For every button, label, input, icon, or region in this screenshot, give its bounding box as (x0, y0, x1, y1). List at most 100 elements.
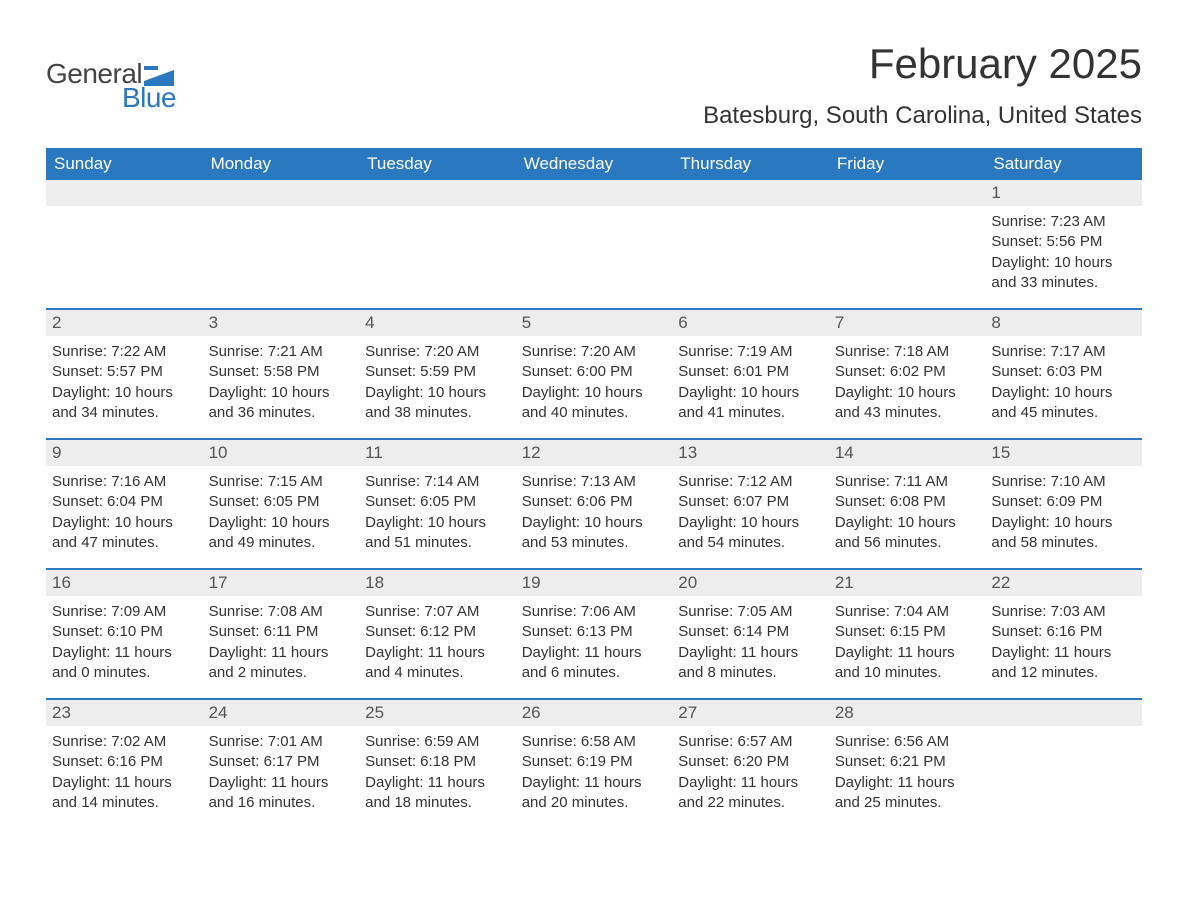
weekday-label: Friday (829, 148, 986, 180)
sunrise-text: Sunrise: 7:09 AM (52, 602, 197, 622)
sunset-text: Sunset: 6:10 PM (52, 622, 197, 642)
day-content: Sunrise: 7:05 AMSunset: 6:14 PMDaylight:… (672, 596, 829, 693)
daylight-text: Daylight: 10 hours and 56 minutes. (835, 513, 980, 554)
day-cell: 24Sunrise: 7:01 AMSunset: 6:17 PMDayligh… (203, 700, 360, 828)
sunrise-text: Sunrise: 7:19 AM (678, 342, 823, 362)
logo-text-blue: Blue (122, 82, 176, 114)
daylight-text: Daylight: 11 hours and 16 minutes. (209, 773, 354, 814)
day-cell: 27Sunrise: 6:57 AMSunset: 6:20 PMDayligh… (672, 700, 829, 828)
daylight-text: Daylight: 10 hours and 47 minutes. (52, 513, 197, 554)
daylight-text: Daylight: 11 hours and 22 minutes. (678, 773, 823, 814)
sunrise-text: Sunrise: 7:07 AM (365, 602, 510, 622)
title-block: February 2025 Batesburg, South Carolina,… (703, 40, 1142, 142)
day-cell (985, 700, 1142, 828)
day-cell: 23Sunrise: 7:02 AMSunset: 6:16 PMDayligh… (46, 700, 203, 828)
day-content: Sunrise: 6:58 AMSunset: 6:19 PMDaylight:… (516, 726, 673, 823)
sunset-text: Sunset: 6:02 PM (835, 362, 980, 382)
day-content: Sunrise: 7:07 AMSunset: 6:12 PMDaylight:… (359, 596, 516, 693)
daylight-text: Daylight: 11 hours and 20 minutes. (522, 773, 667, 814)
sunset-text: Sunset: 6:08 PM (835, 492, 980, 512)
day-content: Sunrise: 7:04 AMSunset: 6:15 PMDaylight:… (829, 596, 986, 693)
sunset-text: Sunset: 5:59 PM (365, 362, 510, 382)
day-number (829, 180, 986, 206)
day-number: 22 (985, 570, 1142, 596)
sunset-text: Sunset: 6:12 PM (365, 622, 510, 642)
day-cell: 7Sunrise: 7:18 AMSunset: 6:02 PMDaylight… (829, 310, 986, 438)
day-number: 19 (516, 570, 673, 596)
daylight-text: Daylight: 10 hours and 36 minutes. (209, 383, 354, 424)
day-number: 9 (46, 440, 203, 466)
day-number: 10 (203, 440, 360, 466)
day-number: 4 (359, 310, 516, 336)
week-row: 9Sunrise: 7:16 AMSunset: 6:04 PMDaylight… (46, 438, 1142, 568)
day-cell: 22Sunrise: 7:03 AMSunset: 6:16 PMDayligh… (985, 570, 1142, 698)
day-number: 6 (672, 310, 829, 336)
week-row: 2Sunrise: 7:22 AMSunset: 5:57 PMDaylight… (46, 308, 1142, 438)
day-cell (829, 180, 986, 308)
weeks-container: 1Sunrise: 7:23 AMSunset: 5:56 PMDaylight… (46, 180, 1142, 828)
day-number (516, 180, 673, 206)
day-content: Sunrise: 7:20 AMSunset: 6:00 PMDaylight:… (516, 336, 673, 433)
sunrise-text: Sunrise: 7:15 AM (209, 472, 354, 492)
sunrise-text: Sunrise: 7:04 AM (835, 602, 980, 622)
day-number: 27 (672, 700, 829, 726)
day-content: Sunrise: 7:20 AMSunset: 5:59 PMDaylight:… (359, 336, 516, 433)
daylight-text: Daylight: 10 hours and 41 minutes. (678, 383, 823, 424)
daylight-text: Daylight: 10 hours and 33 minutes. (991, 253, 1136, 294)
daylight-text: Daylight: 11 hours and 6 minutes. (522, 643, 667, 684)
weekday-label: Saturday (985, 148, 1142, 180)
daylight-text: Daylight: 10 hours and 34 minutes. (52, 383, 197, 424)
sunset-text: Sunset: 6:14 PM (678, 622, 823, 642)
sunrise-text: Sunrise: 7:13 AM (522, 472, 667, 492)
sunset-text: Sunset: 6:05 PM (365, 492, 510, 512)
sunset-text: Sunset: 6:18 PM (365, 752, 510, 772)
weekday-label: Thursday (672, 148, 829, 180)
sunrise-text: Sunrise: 7:23 AM (991, 212, 1136, 232)
sunrise-text: Sunrise: 7:03 AM (991, 602, 1136, 622)
day-number: 7 (829, 310, 986, 336)
sunset-text: Sunset: 6:03 PM (991, 362, 1136, 382)
daylight-text: Daylight: 10 hours and 43 minutes. (835, 383, 980, 424)
sunrise-text: Sunrise: 7:16 AM (52, 472, 197, 492)
weekday-row: SundayMondayTuesdayWednesdayThursdayFrid… (46, 148, 1142, 180)
daylight-text: Daylight: 11 hours and 0 minutes. (52, 643, 197, 684)
day-number: 13 (672, 440, 829, 466)
day-number: 3 (203, 310, 360, 336)
day-number: 23 (46, 700, 203, 726)
day-cell: 18Sunrise: 7:07 AMSunset: 6:12 PMDayligh… (359, 570, 516, 698)
sunrise-text: Sunrise: 7:02 AM (52, 732, 197, 752)
day-cell: 28Sunrise: 6:56 AMSunset: 6:21 PMDayligh… (829, 700, 986, 828)
day-content: Sunrise: 7:01 AMSunset: 6:17 PMDaylight:… (203, 726, 360, 823)
sunset-text: Sunset: 6:17 PM (209, 752, 354, 772)
sunset-text: Sunset: 6:09 PM (991, 492, 1136, 512)
sunset-text: Sunset: 6:01 PM (678, 362, 823, 382)
sunset-text: Sunset: 6:07 PM (678, 492, 823, 512)
day-cell (672, 180, 829, 308)
day-cell: 10Sunrise: 7:15 AMSunset: 6:05 PMDayligh… (203, 440, 360, 568)
day-content: Sunrise: 7:12 AMSunset: 6:07 PMDaylight:… (672, 466, 829, 563)
sunset-text: Sunset: 6:21 PM (835, 752, 980, 772)
daylight-text: Daylight: 10 hours and 40 minutes. (522, 383, 667, 424)
day-number: 8 (985, 310, 1142, 336)
day-cell: 5Sunrise: 7:20 AMSunset: 6:00 PMDaylight… (516, 310, 673, 438)
day-number: 2 (46, 310, 203, 336)
day-content: Sunrise: 6:56 AMSunset: 6:21 PMDaylight:… (829, 726, 986, 823)
sunrise-text: Sunrise: 7:06 AM (522, 602, 667, 622)
daylight-text: Daylight: 10 hours and 45 minutes. (991, 383, 1136, 424)
day-number: 18 (359, 570, 516, 596)
day-cell: 11Sunrise: 7:14 AMSunset: 6:05 PMDayligh… (359, 440, 516, 568)
sunrise-text: Sunrise: 7:08 AM (209, 602, 354, 622)
day-cell (516, 180, 673, 308)
day-cell: 3 Sunrise: 7:21 AMSunset: 5:58 PMDaylight… (203, 310, 360, 438)
sunrise-text: Sunrise: 7:14 AM (365, 472, 510, 492)
day-number: 20 (672, 570, 829, 596)
sunrise-text: Sunrise: 6:59 AM (365, 732, 510, 752)
day-cell: 2Sunrise: 7:22 AMSunset: 5:57 PMDaylight… (46, 310, 203, 438)
week-row: 1Sunrise: 7:23 AMSunset: 5:56 PMDaylight… (46, 180, 1142, 308)
sunrise-text: Sunrise: 7:21 AM (209, 342, 354, 362)
daylight-text: Daylight: 10 hours and 54 minutes. (678, 513, 823, 554)
daylight-text: Daylight: 10 hours and 51 minutes. (365, 513, 510, 554)
day-number: 14 (829, 440, 986, 466)
sunset-text: Sunset: 5:58 PM (209, 362, 354, 382)
sunset-text: Sunset: 5:56 PM (991, 232, 1136, 252)
